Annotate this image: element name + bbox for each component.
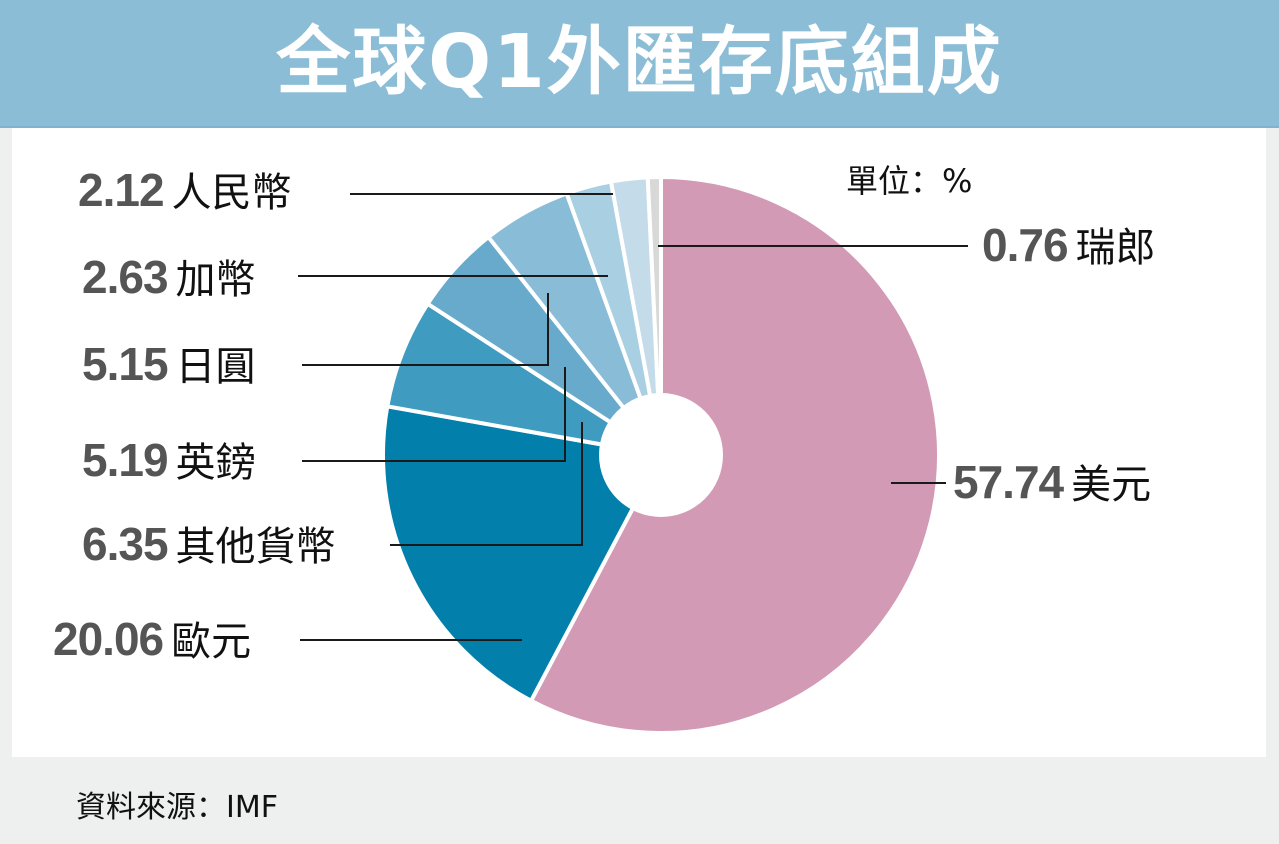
pie-slices xyxy=(381,175,941,735)
leader-line-gbp xyxy=(302,367,566,462)
label-eur: 20.06 歐元 xyxy=(53,613,252,665)
value-jpy: 5.15 xyxy=(82,338,169,390)
label-usd: 57.74 美元 xyxy=(953,456,1152,508)
label-cny: 2.12 人民幣 xyxy=(78,164,292,216)
unit-label: 單位：% xyxy=(846,162,973,200)
name-usd: 美元 xyxy=(1071,462,1152,508)
chart-title: 全球Q1外匯存底組成 xyxy=(276,19,1003,105)
leader-line-jpy xyxy=(302,293,549,366)
value-gbp: 5.19 xyxy=(82,434,169,486)
name-other: 其他貨幣 xyxy=(175,524,336,570)
source-note: 資料來源：IMF xyxy=(76,790,278,825)
label-cad: 2.63 加幣 xyxy=(82,251,256,303)
name-cad: 加幣 xyxy=(175,257,256,303)
pie-slice-歐元 xyxy=(381,404,663,703)
value-cny: 2.12 xyxy=(78,164,165,216)
value-chf: 0.76 xyxy=(982,219,1069,271)
label-chf: 0.76 瑞郎 xyxy=(982,219,1156,271)
name-chf: 瑞郎 xyxy=(1075,225,1156,271)
pie-slice-瑞郎 xyxy=(645,175,663,457)
label-other: 6.35 其他貨幣 xyxy=(82,518,336,570)
value-other: 6.35 xyxy=(82,518,169,570)
pie-slice-美元 xyxy=(529,175,941,735)
donut-hole xyxy=(599,393,723,517)
label-gbp: 5.19 英鎊 xyxy=(82,434,256,486)
value-cad: 2.63 xyxy=(82,251,169,303)
header-band: 全球Q1外匯存底組成 xyxy=(0,0,1279,128)
leader-line-other xyxy=(390,422,583,546)
leader-lines xyxy=(298,193,968,641)
label-jpy: 5.15 日圓 xyxy=(82,338,256,390)
name-eur: 歐元 xyxy=(171,619,252,665)
name-jpy: 日圓 xyxy=(175,344,256,390)
name-cny: 人民幣 xyxy=(171,170,292,216)
name-gbp: 英鎊 xyxy=(175,440,256,486)
value-usd: 57.74 xyxy=(953,456,1064,508)
value-eur: 20.06 xyxy=(53,613,164,665)
